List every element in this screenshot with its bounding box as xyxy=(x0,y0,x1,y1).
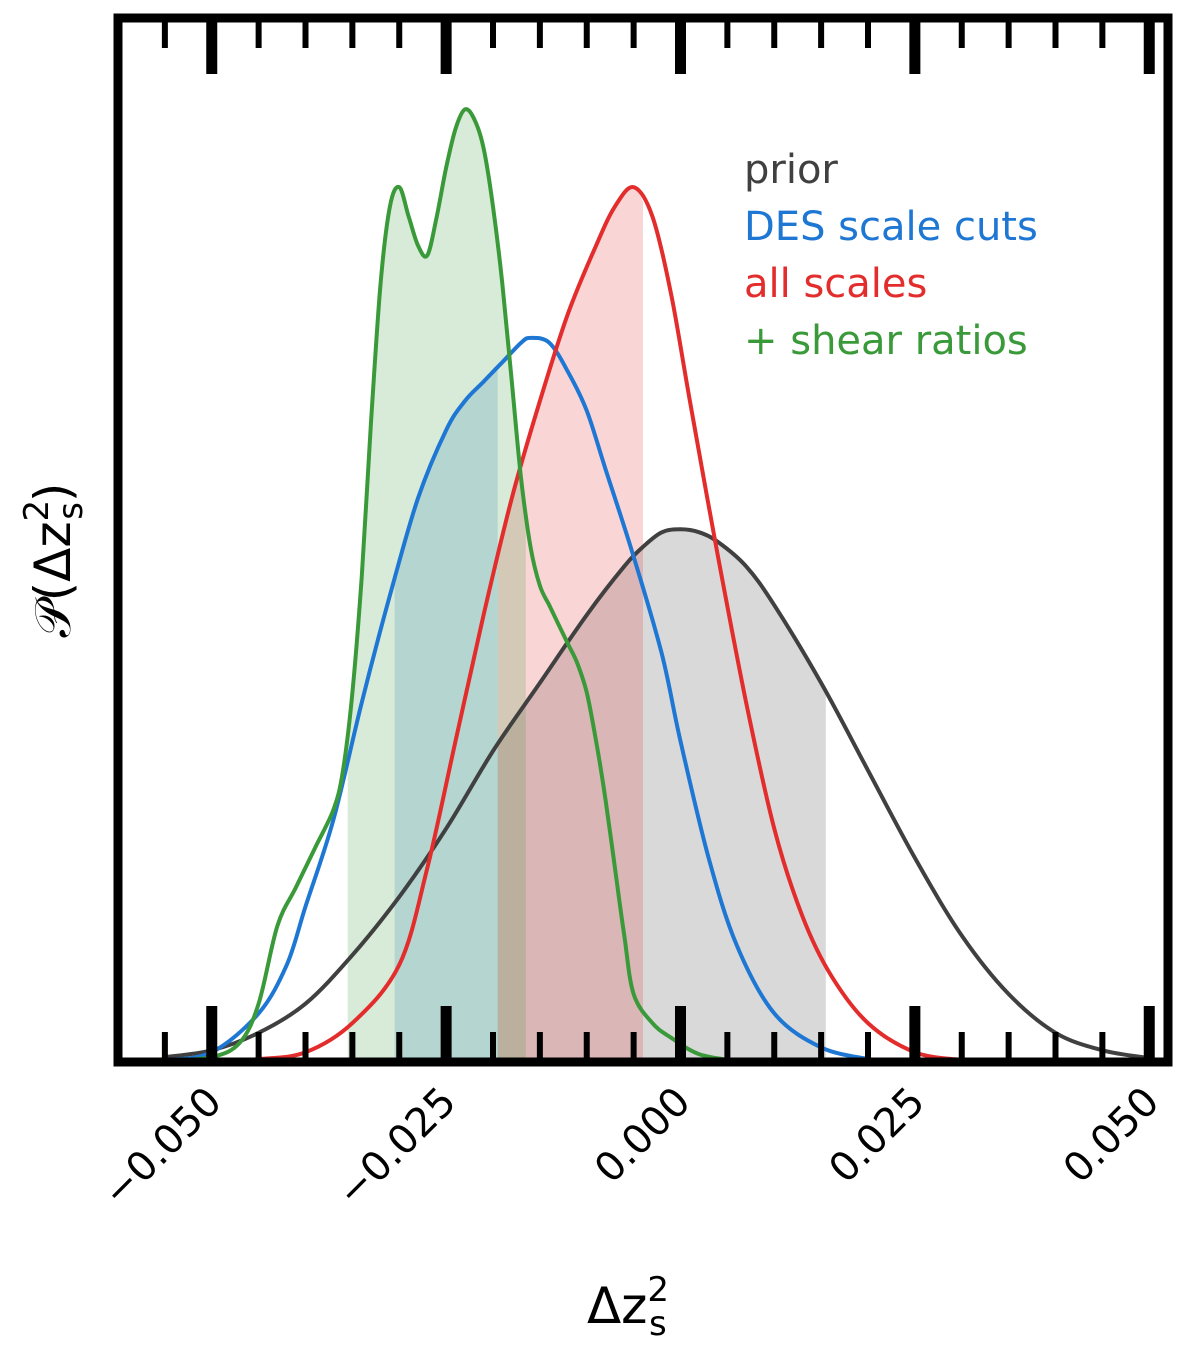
x-axis-label-main: Δz xyxy=(587,1277,647,1335)
legend-entry-3: + shear ratios xyxy=(744,318,1028,364)
band-fill-2 xyxy=(497,187,643,1063)
density-lines xyxy=(164,107,1150,1063)
band-fill-3 xyxy=(347,109,526,1062)
band-fill-0 xyxy=(497,529,827,1062)
x-axis-label-sup: 2 xyxy=(647,1270,669,1310)
legend-entry-1: DES scale cuts xyxy=(744,204,1038,250)
x-tick-label: 0.025 xyxy=(820,1079,934,1193)
density-line-0 xyxy=(164,527,1150,1061)
x-tick-label: 0.000 xyxy=(586,1079,700,1193)
y-axis-label-prefix: 𝒫(Δz xyxy=(24,521,82,637)
x-tick-label: −0.050 xyxy=(94,1079,231,1216)
y-axis-label-sup: 2 xyxy=(17,500,57,522)
y-axis-label-sub: s xyxy=(51,502,91,520)
x-axis-label: Δz2 s xyxy=(587,1270,669,1344)
density-line-3 xyxy=(164,107,738,1063)
x-axis-label-sub: s xyxy=(649,1304,667,1344)
x-tick-labels: −0.050 −0.025 0.000 0.025 0.050 xyxy=(94,1079,1169,1216)
legend: prior DES scale cuts all scales + shear rat… xyxy=(744,147,1038,364)
y-axis-label: 𝒫(Δz2s) xyxy=(17,483,91,638)
x-tick-label: 0.050 xyxy=(1055,1079,1169,1193)
legend-entry-0: prior xyxy=(744,147,838,193)
plot-frame xyxy=(113,13,1173,1067)
density-line-2 xyxy=(211,185,963,1063)
y-axis-label-suffix: ) xyxy=(24,483,82,503)
legend-entry-2: all scales xyxy=(744,261,927,307)
density-line-1 xyxy=(164,335,869,1063)
x-tick-label: −0.025 xyxy=(328,1079,465,1216)
band-fills xyxy=(347,109,827,1063)
